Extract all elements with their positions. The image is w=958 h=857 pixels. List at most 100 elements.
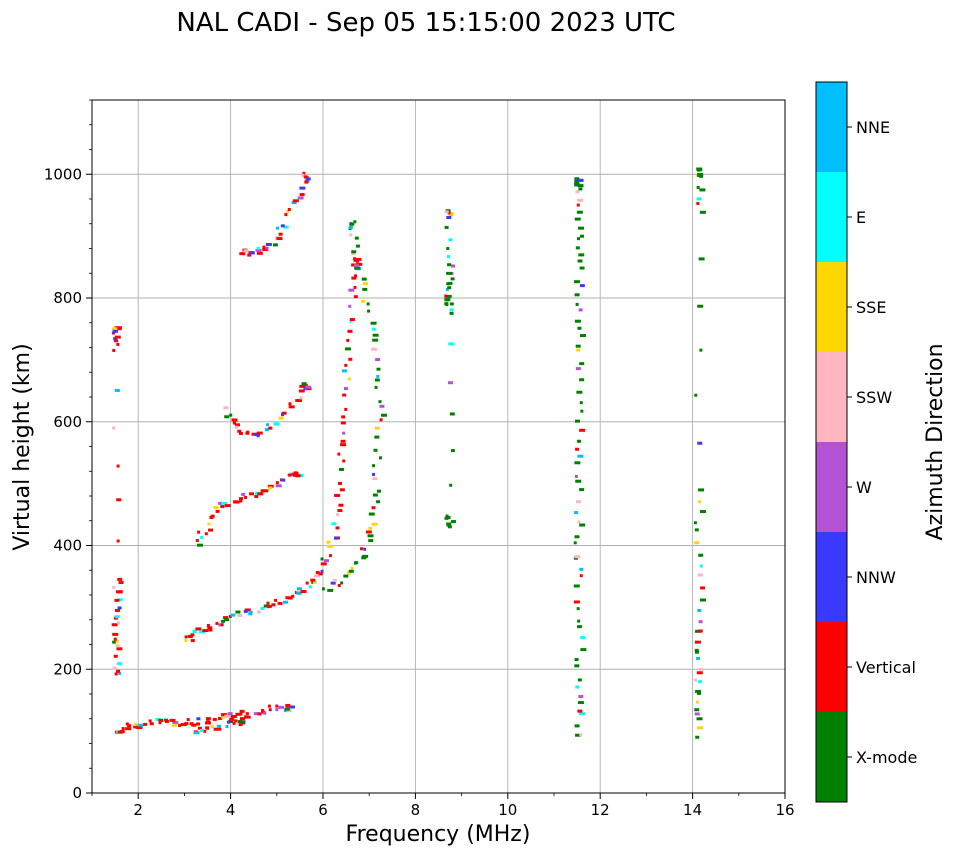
echo-mark (231, 418, 238, 422)
echo-mark (351, 250, 357, 254)
echo-mark (115, 644, 120, 648)
echo-mark (696, 671, 703, 675)
echo-mark (246, 430, 250, 434)
echo-mark (149, 722, 154, 726)
echo-mark (444, 294, 448, 298)
echo-mark (264, 428, 269, 432)
echo-mark (239, 252, 246, 256)
echo-mark (371, 522, 378, 526)
plot-frame (92, 100, 785, 793)
echo-mark (267, 605, 271, 609)
echo-mark (576, 390, 583, 394)
echo-mark (224, 504, 231, 508)
echo-mark (328, 554, 332, 558)
colorbar-swatch (816, 712, 847, 802)
y-tick-label: 200 (53, 660, 82, 678)
echo-mark (698, 620, 703, 624)
echo-mark (696, 726, 703, 730)
echo-mark (196, 717, 201, 721)
echo-mark (577, 619, 581, 623)
echo-mark (281, 413, 285, 417)
echo-mark (579, 567, 584, 571)
y-tick-label: 0 (72, 784, 82, 802)
x-tick-label: 16 (775, 801, 794, 819)
echo-mark (248, 610, 253, 614)
echo-mark (202, 629, 209, 633)
echo-mark (315, 571, 320, 575)
echo-mark (354, 274, 358, 278)
echo-mark (576, 210, 583, 214)
echo-mark (125, 727, 132, 731)
echo-mark (293, 472, 299, 476)
echo-mark (347, 571, 352, 575)
echo-mark (444, 210, 449, 214)
echo-mark (699, 174, 704, 178)
echo-mark (288, 705, 295, 709)
echo-mark (695, 689, 702, 693)
echo-mark (299, 396, 303, 400)
echo-mark (213, 727, 217, 731)
echo-mark (216, 727, 222, 731)
echo-mark (116, 669, 121, 673)
echo-mark (574, 419, 580, 423)
echo-mark (574, 474, 578, 478)
echo-mark (112, 632, 119, 636)
echo-mark (694, 528, 699, 532)
echo-mark (449, 212, 454, 216)
echo-mark (575, 447, 580, 451)
echo-mark (449, 483, 453, 487)
echo-mark (263, 604, 269, 608)
echo-mark (295, 474, 301, 478)
echo-mark (376, 489, 381, 493)
grid-lines (92, 100, 785, 793)
echo-mark (577, 237, 581, 241)
echo-mark (112, 329, 118, 333)
echo-mark (278, 232, 283, 236)
echo-mark (447, 211, 451, 215)
echo-mark (354, 561, 358, 565)
x-tick-label: 6 (318, 801, 328, 819)
echo-mark (694, 393, 698, 397)
echo-mark (697, 608, 702, 612)
echo-mark (254, 495, 259, 499)
echo-mark (114, 598, 120, 602)
echo-mark (190, 639, 195, 643)
echo-mark (318, 572, 323, 576)
echo-mark (378, 400, 382, 404)
echo-mark (579, 733, 583, 737)
echo-mark (281, 411, 287, 415)
echo-mark (578, 178, 584, 182)
echo-mark (361, 299, 366, 303)
echo-mark (286, 209, 290, 213)
echo-mark (235, 610, 241, 614)
y-tick-label: 800 (53, 289, 82, 307)
echo-mark (574, 181, 580, 185)
echo-mark (446, 215, 452, 219)
echo-mark (342, 431, 346, 435)
echo-mark (356, 262, 363, 266)
echo-mark (256, 251, 263, 255)
echo-mark (342, 459, 346, 463)
echo-mark (215, 509, 220, 513)
echo-mark (205, 726, 210, 730)
echo-mark (578, 308, 583, 312)
echo-mark (574, 511, 579, 515)
echo-mark (374, 385, 378, 389)
echo-mark (113, 654, 118, 658)
echo-mark (235, 423, 241, 427)
echo-mark (288, 402, 292, 406)
echo-mark (321, 587, 325, 591)
echo-mark (113, 337, 118, 341)
echo-mark (575, 367, 581, 371)
echo-mark (239, 717, 245, 721)
x-ticks: 2 4 6 8 10 12 14 16 (91, 793, 795, 819)
echo-mark (287, 207, 291, 211)
echo-mark (574, 183, 581, 187)
echo-mark (268, 708, 272, 712)
echo-mark (305, 581, 309, 585)
echo-mark (354, 266, 361, 270)
echo-mark (579, 428, 586, 432)
echo-mark (368, 526, 373, 530)
echo-mark (197, 726, 202, 730)
echo-mark (237, 429, 242, 433)
